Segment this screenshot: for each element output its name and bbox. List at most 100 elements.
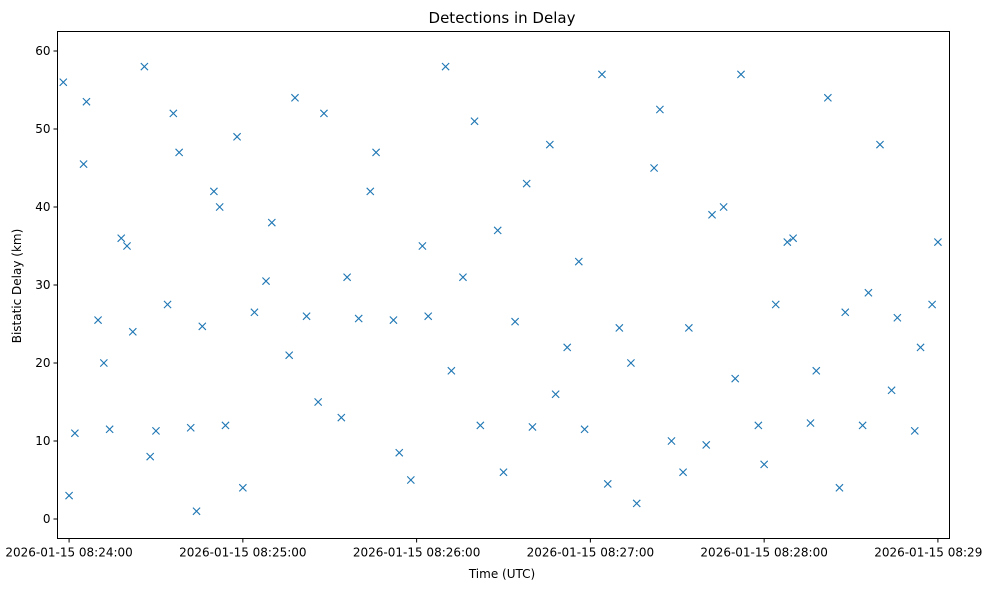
data-point <box>615 323 624 332</box>
data-point <box>789 234 798 243</box>
data-point <box>366 187 375 196</box>
data-point <box>563 343 572 352</box>
data-point <box>470 117 479 126</box>
chart-title: Detections in Delay <box>429 9 576 27</box>
data-point <box>806 419 815 428</box>
data-point <box>267 218 276 227</box>
y-axis-label: Bistatic Delay (km) <box>10 229 24 344</box>
data-point <box>580 425 589 434</box>
data-point <box>736 70 745 79</box>
data-point <box>783 238 792 247</box>
data-point <box>771 300 780 309</box>
y-tick-label: 20 <box>35 356 50 370</box>
data-point <box>702 440 711 449</box>
data-point <box>511 317 520 326</box>
data-point <box>290 93 299 102</box>
data-point <box>99 359 108 367</box>
data-point <box>493 226 502 235</box>
data-point <box>319 109 328 118</box>
data-point <box>146 452 155 461</box>
data-point <box>835 483 844 492</box>
data-point <box>418 242 427 250</box>
data-point <box>551 390 560 399</box>
data-point <box>528 422 537 431</box>
data-point <box>215 203 224 211</box>
data-point <box>65 491 74 500</box>
data-point <box>603 479 612 488</box>
data-point <box>655 105 664 114</box>
data-point <box>70 429 79 438</box>
data-point <box>812 366 821 375</box>
data-point <box>262 277 271 286</box>
data-point <box>337 413 346 422</box>
data-point <box>708 210 717 219</box>
x-tick-label: 2026-01-15 08:28:00 <box>700 546 827 560</box>
data-point <box>893 313 902 322</box>
x-tick-label: 2026-01-15 08:25:00 <box>179 546 306 560</box>
data-point <box>916 343 925 352</box>
data-point <box>667 437 676 445</box>
data-point <box>650 164 659 172</box>
data-point <box>679 468 688 477</box>
data-point <box>395 448 404 457</box>
y-tick-label: 0 <box>43 512 51 526</box>
data-point <box>731 374 740 383</box>
data-point <box>221 421 230 430</box>
data-point <box>163 300 172 309</box>
plot-area <box>59 62 942 516</box>
data-point <box>117 234 126 243</box>
x-tick-label: 2026-01-15 08:26:00 <box>353 546 480 560</box>
data-point <box>760 460 769 469</box>
data-point <box>876 140 884 149</box>
y-tick-label: 60 <box>35 44 50 58</box>
data-point <box>192 507 201 516</box>
data-point <box>597 70 606 79</box>
data-point <box>151 426 160 435</box>
data-point <box>123 242 131 250</box>
y-tick-label: 50 <box>35 122 50 136</box>
data-point <box>424 312 433 321</box>
data-point <box>522 179 531 188</box>
data-point <box>933 238 942 247</box>
x-tick-label: 2026-01-15 08:29:00 <box>874 546 983 560</box>
data-point <box>238 483 247 492</box>
y-tick-label: 10 <box>35 434 50 448</box>
data-point <box>441 62 450 71</box>
data-point <box>626 359 635 367</box>
data-point <box>105 425 114 434</box>
data-point <box>343 273 352 282</box>
data-point <box>928 300 937 309</box>
data-point <box>169 109 178 118</box>
data-point <box>314 398 323 406</box>
data-point <box>128 327 137 336</box>
data-point <box>250 308 259 317</box>
data-point <box>59 78 68 87</box>
data-point <box>198 322 207 331</box>
data-point <box>233 132 242 141</box>
data-point <box>458 273 467 282</box>
y-tick-label: 30 <box>35 278 50 292</box>
data-point <box>910 426 919 435</box>
data-point <box>175 148 184 157</box>
data-point <box>719 203 728 211</box>
data-point <box>389 316 398 325</box>
data-point <box>447 366 456 375</box>
data-point <box>545 140 554 149</box>
x-tick-label: 2026-01-15 08:27:00 <box>527 546 654 560</box>
data-point <box>864 288 873 297</box>
data-point <box>684 323 693 332</box>
data-point <box>823 93 832 102</box>
data-point <box>372 148 381 157</box>
data-point <box>94 316 103 325</box>
x-tick-label: 2026-01-15 08:24:00 <box>5 546 132 560</box>
data-point <box>79 160 88 169</box>
y-tick-label: 40 <box>35 200 50 214</box>
data-point <box>858 421 867 430</box>
data-point <box>140 62 149 71</box>
data-point <box>209 187 218 196</box>
data-point <box>574 257 583 266</box>
data-point <box>186 423 195 432</box>
data-point <box>82 97 91 106</box>
x-axis: 2026-01-15 08:24:00 2026-01-15 08:25:00 20… <box>5 538 983 560</box>
